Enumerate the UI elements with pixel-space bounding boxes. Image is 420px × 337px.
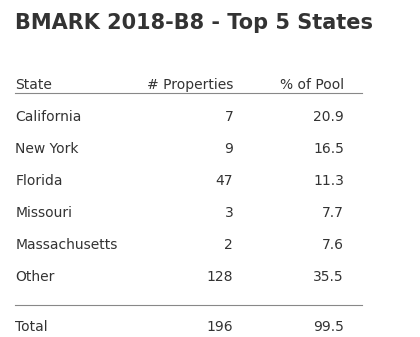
Text: 128: 128 [207,270,233,284]
Text: Total: Total [15,320,48,334]
Text: 196: 196 [207,320,233,334]
Text: California: California [15,110,81,124]
Text: Florida: Florida [15,174,63,188]
Text: % of Pool: % of Pool [280,78,344,92]
Text: 20.9: 20.9 [313,110,344,124]
Text: 3: 3 [224,206,233,220]
Text: # Properties: # Properties [147,78,233,92]
Text: Missouri: Missouri [15,206,72,220]
Text: 47: 47 [216,174,233,188]
Text: 2: 2 [224,238,233,252]
Text: 11.3: 11.3 [313,174,344,188]
Text: 9: 9 [224,142,233,156]
Text: 99.5: 99.5 [313,320,344,334]
Text: State: State [15,78,52,92]
Text: 7.6: 7.6 [322,238,344,252]
Text: 7.7: 7.7 [322,206,344,220]
Text: 7: 7 [224,110,233,124]
Text: Other: Other [15,270,55,284]
Text: 16.5: 16.5 [313,142,344,156]
Text: Massachusetts: Massachusetts [15,238,118,252]
Text: New York: New York [15,142,79,156]
Text: 35.5: 35.5 [313,270,344,284]
Text: BMARK 2018-B8 - Top 5 States: BMARK 2018-B8 - Top 5 States [15,13,373,33]
